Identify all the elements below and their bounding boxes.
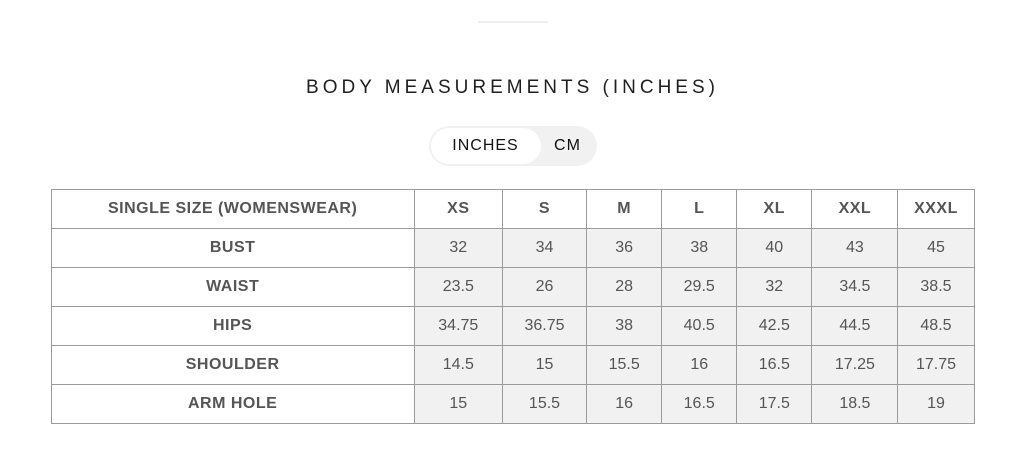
measurement-cell: 16.5 [736, 345, 813, 385]
measurement-cell: 15.5 [586, 345, 663, 385]
measurement-cell: 32 [736, 267, 813, 307]
column-header-xxl: XXL [811, 189, 899, 229]
column-header-l: L [661, 189, 738, 229]
row-label: WAIST [50, 267, 415, 307]
measurement-cell: 38 [586, 306, 663, 346]
column-header-xl: XL [736, 189, 813, 229]
measurement-cell: 42.5 [736, 306, 813, 346]
measurement-cell: 28 [586, 267, 663, 307]
measurement-cell: 38 [661, 228, 738, 268]
column-header-m: M [586, 189, 663, 229]
measurement-cell: 32 [413, 228, 503, 268]
measurement-cell: 34.75 [413, 306, 503, 346]
table-row-waist: WAIST 23.5 26 28 29.5 32 34.5 38.5 [50, 267, 975, 307]
measurement-cell: 15.5 [501, 384, 588, 424]
measurement-cell: 19 [897, 384, 975, 424]
table-header-row: SINGLE SIZE (WOMENSWEAR) XS S M L XL XXL… [50, 189, 975, 229]
column-header-xs: XS [413, 189, 503, 229]
measurement-cell: 43 [811, 228, 899, 268]
measurement-cell: 44.5 [811, 306, 899, 346]
measurement-cell: 36 [586, 228, 663, 268]
measurement-cell: 17.5 [736, 384, 813, 424]
measurement-cell: 38.5 [897, 267, 975, 307]
measurement-cell: 23.5 [413, 267, 503, 307]
measurement-cell: 14.5 [413, 345, 503, 385]
measurement-cell: 26 [501, 267, 588, 307]
row-label: ARM HOLE [50, 384, 415, 424]
measurement-cell: 17.75 [897, 345, 975, 385]
row-label: BUST [50, 228, 415, 268]
table-row-arm-hole: ARM HOLE 15 15.5 16 16.5 17.5 18.5 19 [50, 384, 975, 424]
table-row-shoulder: SHOULDER 14.5 15 15.5 16 16.5 17.25 17.7… [50, 345, 975, 385]
top-divider [477, 21, 548, 23]
unit-toggle-cm[interactable]: CM [541, 128, 595, 164]
column-header-xxxl: XXXL [897, 189, 975, 229]
measurement-cell: 45 [897, 228, 975, 268]
measurement-cell: 15 [413, 384, 503, 424]
measurement-cell: 34.5 [811, 267, 899, 307]
measurement-cell: 15 [501, 345, 588, 385]
measurements-table: SINGLE SIZE (WOMENSWEAR) XS S M L XL XXL… [50, 189, 975, 424]
measurement-cell: 48.5 [897, 306, 975, 346]
measurement-cell: 34 [501, 228, 588, 268]
measurement-cell: 16.5 [661, 384, 738, 424]
unit-toggle-inches[interactable]: INCHES [430, 128, 541, 164]
measurement-cell: 36.75 [501, 306, 588, 346]
column-header-size-label: SINGLE SIZE (WOMENSWEAR) [50, 189, 415, 229]
table-row-bust: BUST 32 34 36 38 40 43 45 [50, 228, 975, 268]
measurement-cell: 16 [661, 345, 738, 385]
table-row-hips: HIPS 34.75 36.75 38 40.5 42.5 44.5 48.5 [50, 306, 975, 346]
measurement-cell: 40.5 [661, 306, 738, 346]
measurement-cell: 40 [736, 228, 813, 268]
page-title: BODY MEASUREMENTS (INCHES) [306, 77, 719, 98]
column-header-s: S [501, 189, 588, 229]
unit-toggle: INCHES CM [428, 126, 597, 166]
measurement-cell: 29.5 [661, 267, 738, 307]
measurement-cell: 17.25 [811, 345, 899, 385]
measurement-cell: 18.5 [811, 384, 899, 424]
row-label: HIPS [50, 306, 415, 346]
row-label: SHOULDER [50, 345, 415, 385]
measurement-cell: 16 [586, 384, 663, 424]
